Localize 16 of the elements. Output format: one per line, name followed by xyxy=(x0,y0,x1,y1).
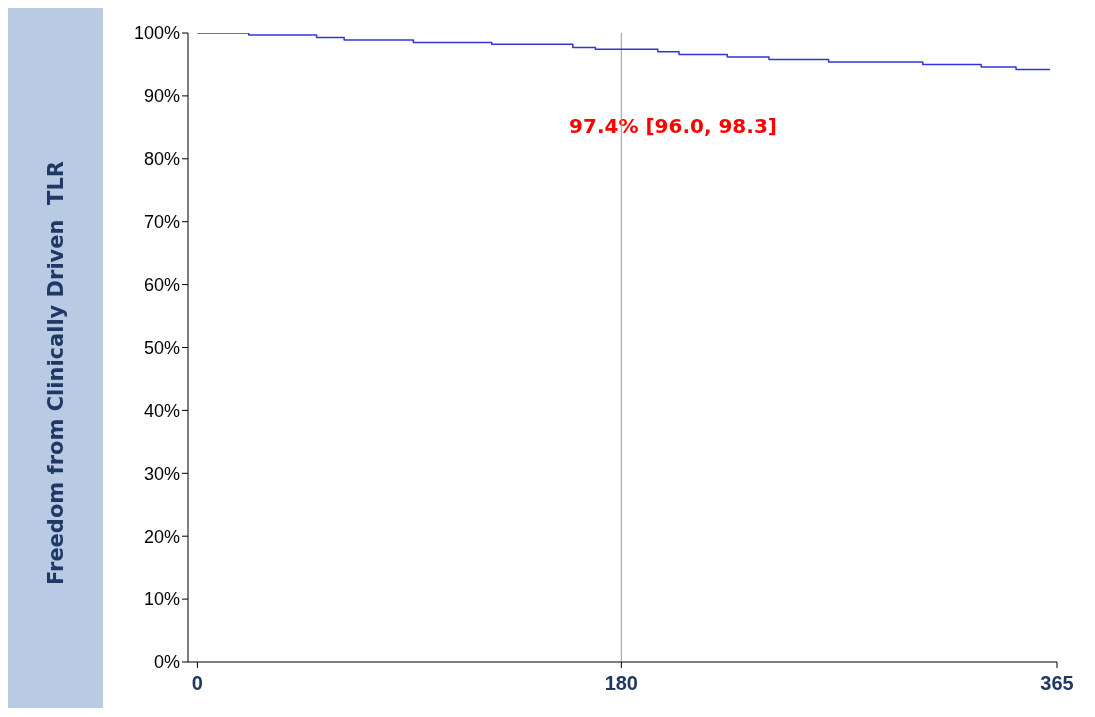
y-tick-label: 40% xyxy=(143,400,180,421)
y-tick-label: 0% xyxy=(153,652,180,673)
y-tick-label: 50% xyxy=(143,337,180,358)
y-tick-label: 80% xyxy=(143,149,180,170)
y-tick-label: 70% xyxy=(143,212,180,233)
annotation: 97.4% [96.0, 98.3] xyxy=(569,114,777,138)
y-tick-label: 10% xyxy=(143,589,180,610)
y-tick-label: 100% xyxy=(133,23,180,44)
y-tick-label: 30% xyxy=(143,463,180,484)
y-tick-label: 20% xyxy=(143,526,180,547)
y-tick-label: 90% xyxy=(143,86,180,107)
x-tick-label: 365 xyxy=(1040,672,1074,694)
y-axis-title: Freedom from Clinically Driven TLR xyxy=(44,161,68,585)
y-tick-label: 60% xyxy=(143,274,180,295)
x-tick-label: 180 xyxy=(604,672,639,694)
x-tick-label: 0 xyxy=(191,672,203,694)
